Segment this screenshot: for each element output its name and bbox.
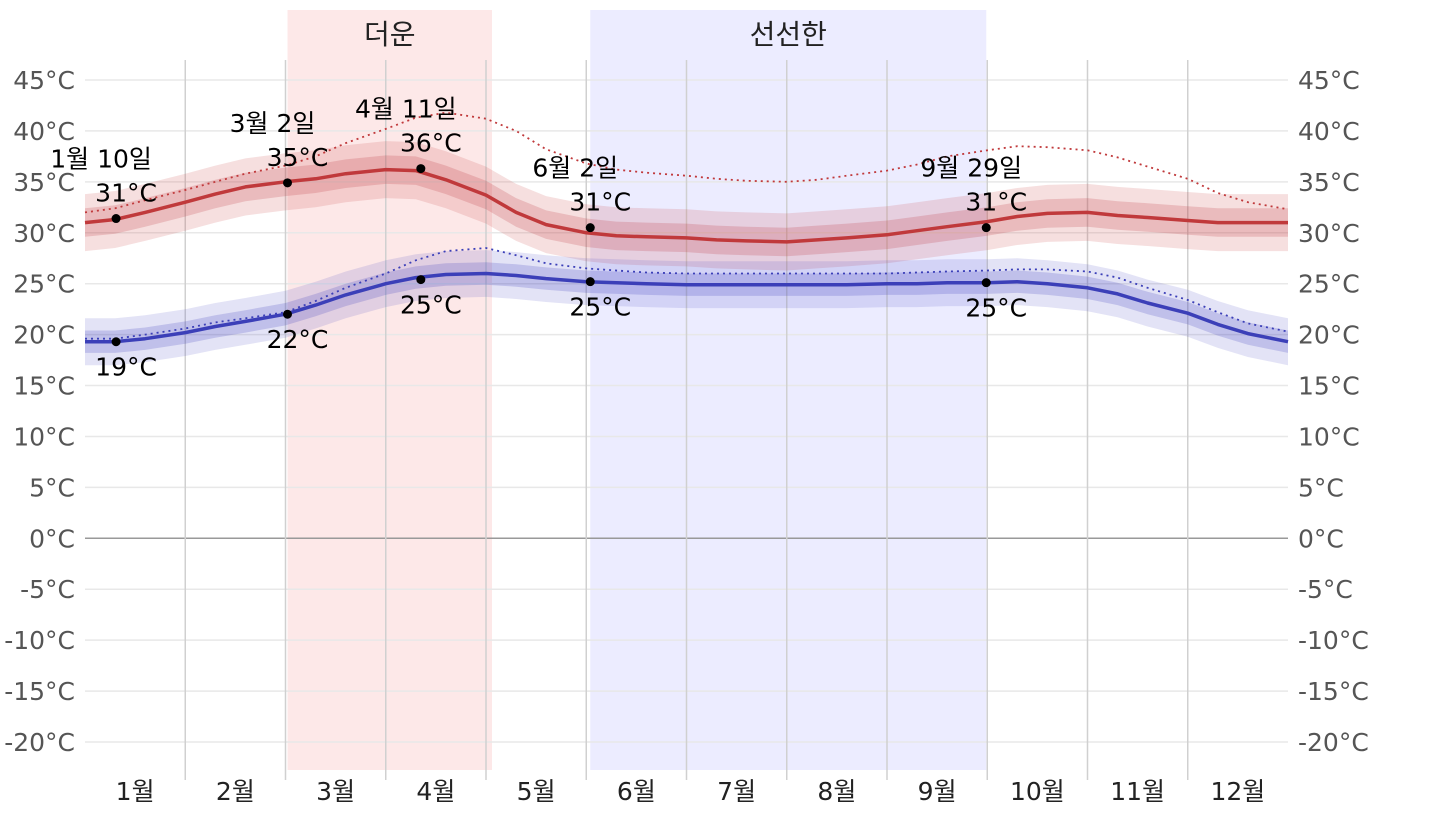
annotation-low: 22°C bbox=[267, 325, 329, 354]
annotation-date: 3월 2일 bbox=[230, 109, 316, 138]
season-band bbox=[287, 10, 493, 770]
high-p10-band bbox=[85, 141, 1288, 271]
month-label: 2월 bbox=[216, 777, 255, 806]
month-label: 7월 bbox=[717, 777, 756, 806]
month-label: 8월 bbox=[817, 777, 856, 806]
y-tick-label: 0°C bbox=[29, 524, 75, 553]
y-tick-label: -15°C bbox=[1298, 677, 1369, 706]
y-tick-label: 20°C bbox=[13, 321, 75, 350]
annotation-low: 19°C bbox=[95, 353, 157, 382]
annotation-low: 25°C bbox=[569, 293, 631, 322]
y-tick-label: -10°C bbox=[1298, 626, 1369, 655]
annotation-high: 31°C bbox=[569, 188, 631, 217]
month-label: 12월 bbox=[1210, 777, 1265, 806]
annotation-high: 35°C bbox=[267, 143, 329, 172]
y-tick-label: 30°C bbox=[1298, 219, 1360, 248]
y-tick-label: 35°C bbox=[13, 168, 75, 197]
month-label: 1월 bbox=[116, 777, 155, 806]
annotation-low: 25°C bbox=[400, 291, 462, 320]
annotation-date: 1월 10일 bbox=[50, 145, 152, 174]
y-tick-label: 35°C bbox=[1298, 168, 1360, 197]
annotation-date: 4월 11일 bbox=[355, 95, 457, 124]
y-tick-label: 15°C bbox=[13, 372, 75, 401]
low-point bbox=[283, 309, 293, 319]
y-tick-label: -15°C bbox=[4, 677, 75, 706]
grid-lines bbox=[85, 60, 1288, 780]
month-label: 5월 bbox=[517, 777, 556, 806]
y-tick-label: 40°C bbox=[13, 117, 75, 146]
y-tick-label: -20°C bbox=[1298, 728, 1369, 757]
y-tick-label: -10°C bbox=[4, 626, 75, 655]
season-label: 선선한 bbox=[750, 18, 827, 51]
month-label: 6월 bbox=[617, 777, 656, 806]
annotation-date: 6월 2일 bbox=[532, 154, 618, 183]
y-tick-label: -5°C bbox=[20, 575, 75, 604]
y-tick-label: 45°C bbox=[1298, 66, 1360, 95]
y-tick-label: 5°C bbox=[1298, 473, 1344, 502]
month-label: 9월 bbox=[918, 777, 957, 806]
annotation-labels: 1월 10일 31°C 19°C 3월 2일 35°C 22°C 4월 11일 36°C 25°… bbox=[50, 95, 1027, 382]
month-label: 4월 bbox=[416, 777, 455, 806]
annotation-points bbox=[111, 164, 991, 347]
high-point bbox=[416, 164, 426, 174]
high-point bbox=[585, 223, 595, 233]
y-tick-label: 0°C bbox=[1298, 524, 1344, 553]
y-tick-label: 10°C bbox=[1298, 422, 1360, 451]
y-tick-label: 30°C bbox=[13, 219, 75, 248]
y-tick-label: -5°C bbox=[1298, 575, 1353, 604]
season-bands: 더운 선선한 bbox=[287, 10, 987, 770]
month-label: 11월 bbox=[1110, 777, 1165, 806]
y-axis-left: 45°C 40°C 35°C 30°C 25°C 20°C 15°C 10°C 5°C 0°C -5… bbox=[4, 66, 75, 757]
month-label: 10월 bbox=[1010, 777, 1065, 806]
annotation-high: 36°C bbox=[400, 129, 462, 158]
high-point bbox=[111, 214, 121, 224]
high-point bbox=[283, 178, 293, 188]
y-tick-label: 40°C bbox=[1298, 117, 1360, 146]
y-tick-label: 15°C bbox=[1298, 372, 1360, 401]
y-tick-label: 10°C bbox=[13, 422, 75, 451]
y-tick-label: 25°C bbox=[1298, 270, 1360, 299]
y-tick-label: 45°C bbox=[13, 66, 75, 95]
annotation-high: 31°C bbox=[965, 188, 1027, 217]
low-point bbox=[981, 278, 991, 288]
high-point bbox=[981, 223, 991, 233]
low-point bbox=[585, 277, 595, 287]
season-band bbox=[590, 10, 987, 770]
y-tick-label: 20°C bbox=[1298, 321, 1360, 350]
low-point bbox=[416, 275, 426, 285]
annotation-date: 9월 29일 bbox=[920, 154, 1022, 183]
annotation-high: 31°C bbox=[95, 179, 157, 208]
low-point bbox=[111, 337, 121, 347]
annotation-low: 25°C bbox=[965, 294, 1027, 323]
y-axis-right: 45°C 40°C 35°C 30°C 25°C 20°C 15°C 10°C 5°C 0°C -5… bbox=[1298, 66, 1369, 757]
season-label: 더운 bbox=[364, 18, 416, 51]
high-record-line bbox=[84, 111, 1289, 214]
y-tick-label: 25°C bbox=[13, 270, 75, 299]
y-tick-label: -20°C bbox=[4, 728, 75, 757]
month-label: 3월 bbox=[316, 777, 355, 806]
y-tick-label: 5°C bbox=[29, 473, 75, 502]
x-axis-months: 1월 2월 3월 4월 5월 6월 7월 8월 9월 10월 11월 12월 bbox=[116, 777, 1266, 806]
